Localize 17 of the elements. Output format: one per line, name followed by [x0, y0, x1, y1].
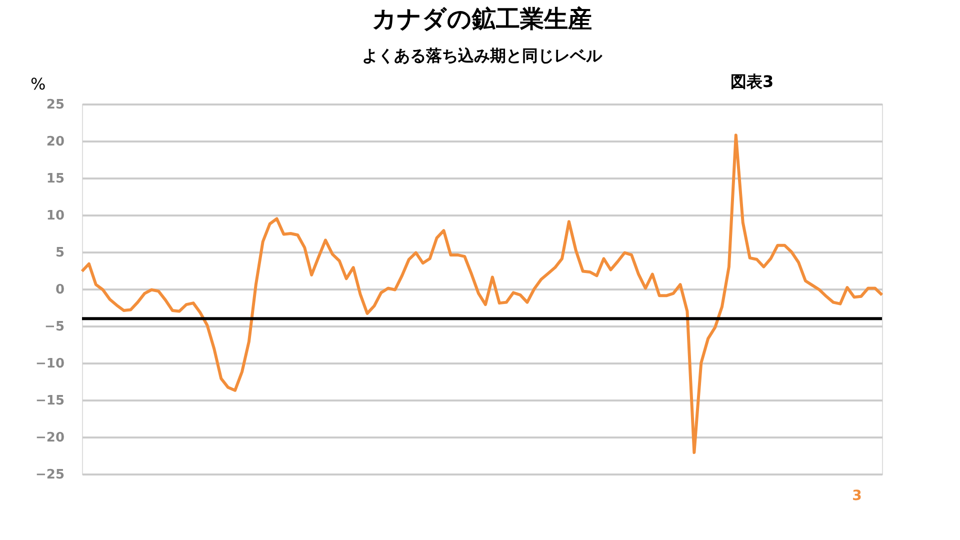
y-tick-label: −25: [36, 468, 64, 482]
chart-subtitle: よくある落ち込み期と同じレベル: [362, 46, 603, 65]
y-axis-title: %: [30, 74, 46, 94]
text: 3: [852, 488, 862, 504]
y-tick-label: 25: [46, 98, 64, 112]
y-tick-label: −10: [36, 356, 64, 372]
text: 図表3: [730, 72, 774, 91]
y-tick-label: −15: [36, 394, 64, 408]
y-tick-label: 0: [55, 282, 64, 298]
y-tick-label: 10: [46, 208, 64, 224]
line-series: [80, 134, 884, 454]
y-tick-label: 15: [46, 172, 64, 186]
y-tick-label: 20: [46, 134, 64, 150]
y-tick-label: −5: [44, 320, 64, 334]
y-tick-label: 5: [55, 246, 64, 260]
chart-title: カナダの鉱工業生産: [372, 5, 592, 33]
y-tick-label: −20: [36, 430, 64, 446]
